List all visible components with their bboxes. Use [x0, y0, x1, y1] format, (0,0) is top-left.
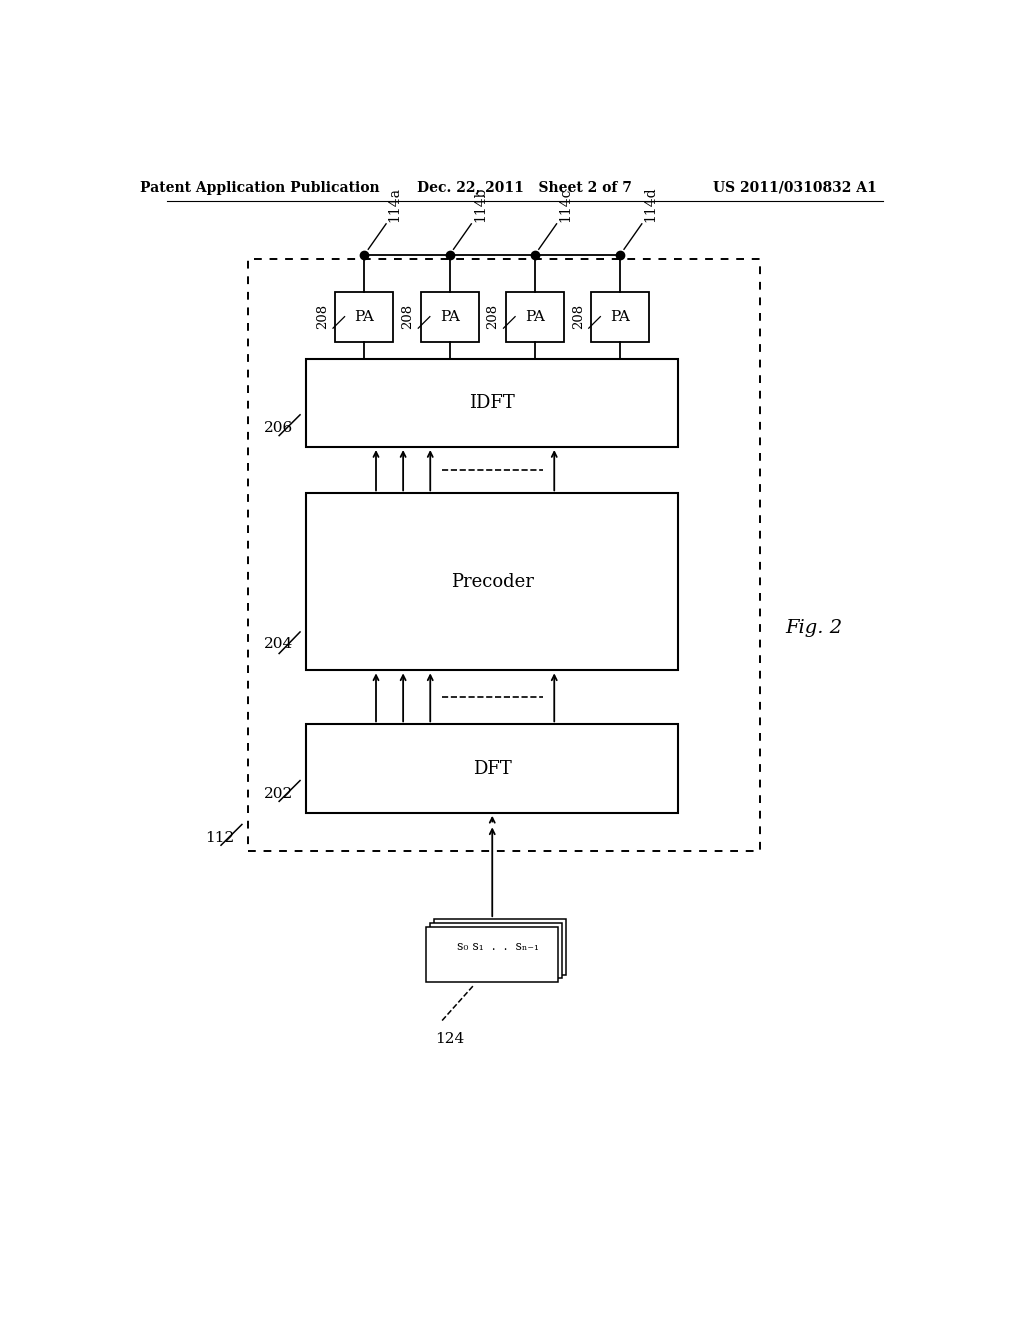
Text: PA: PA — [525, 310, 545, 323]
Text: PA: PA — [354, 310, 375, 323]
Bar — [434, 919, 566, 974]
Text: PA: PA — [439, 310, 460, 323]
Text: PA: PA — [610, 310, 630, 323]
Text: Patent Application Publication: Patent Application Publication — [140, 181, 380, 194]
Text: 208: 208 — [401, 304, 415, 329]
Bar — [591, 292, 649, 342]
Text: 208: 208 — [486, 304, 500, 329]
Text: s₀ s₁  .  .  sₙ₋₁: s₀ s₁ . . sₙ₋₁ — [458, 940, 540, 953]
Text: 206: 206 — [263, 421, 293, 434]
Text: 114a: 114a — [388, 187, 401, 222]
Text: US 2011/0310832 A1: US 2011/0310832 A1 — [713, 181, 877, 194]
Bar — [430, 923, 562, 978]
Bar — [306, 725, 678, 813]
Bar — [306, 359, 678, 447]
Text: IDFT: IDFT — [469, 393, 515, 412]
Text: DFT: DFT — [473, 759, 512, 777]
Bar — [306, 494, 678, 671]
Text: 114c: 114c — [558, 187, 572, 222]
Text: 208: 208 — [316, 304, 329, 329]
Bar — [335, 292, 393, 342]
Text: 202: 202 — [263, 787, 293, 801]
Bar — [421, 292, 478, 342]
Bar — [248, 259, 760, 851]
Bar — [426, 927, 558, 982]
Text: Precoder: Precoder — [451, 573, 534, 591]
Text: 124: 124 — [435, 1032, 464, 1047]
Text: Dec. 22, 2011   Sheet 2 of 7: Dec. 22, 2011 Sheet 2 of 7 — [418, 181, 632, 194]
Text: 208: 208 — [571, 304, 585, 329]
Text: 114d: 114d — [643, 186, 657, 222]
Text: Fig. 2: Fig. 2 — [785, 619, 843, 638]
Text: 114b: 114b — [473, 187, 486, 222]
Text: 112: 112 — [206, 830, 234, 845]
Bar — [506, 292, 564, 342]
Text: 204: 204 — [263, 636, 293, 651]
